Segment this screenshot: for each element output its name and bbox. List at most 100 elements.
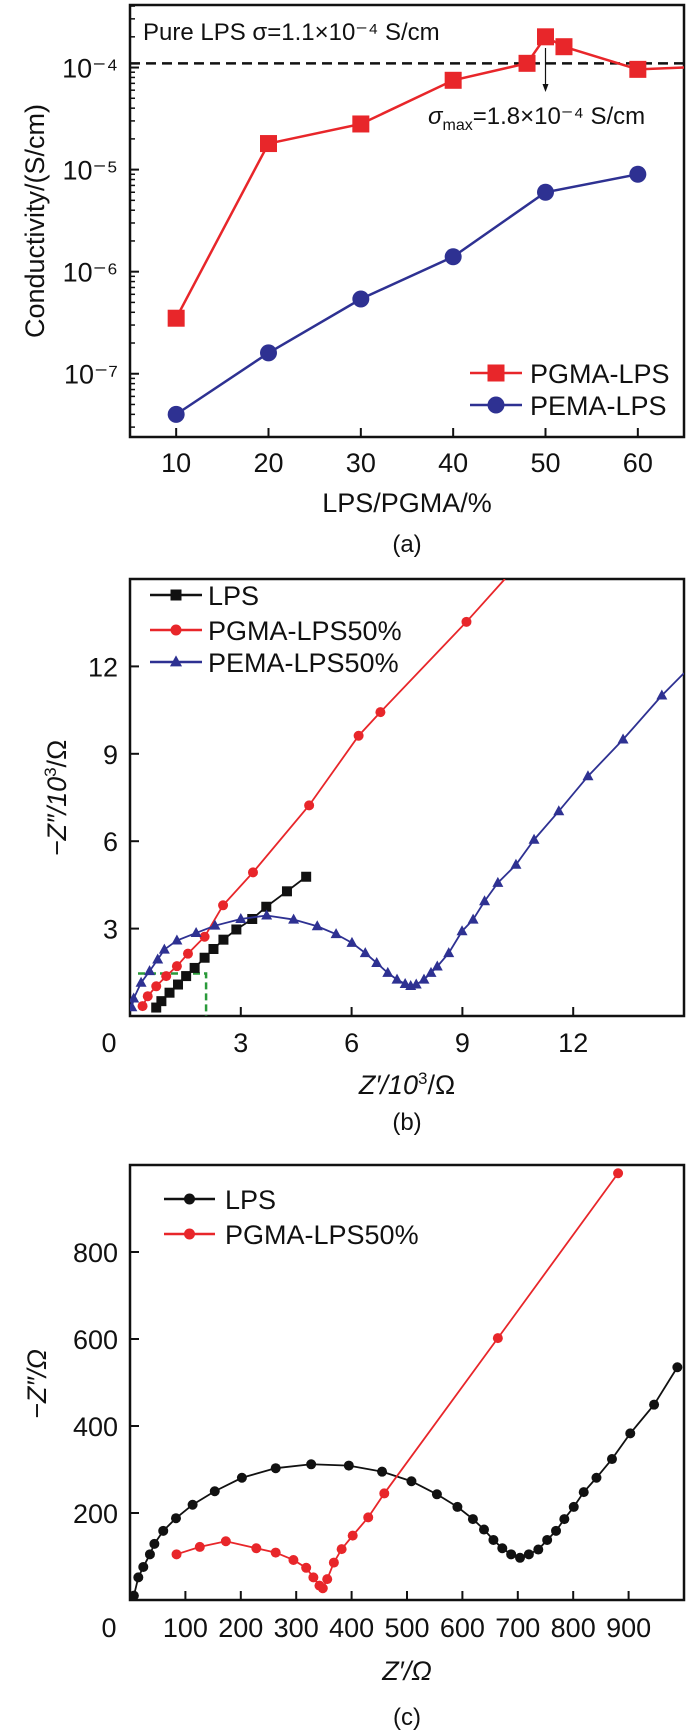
x-tick-label: 30	[346, 448, 376, 478]
data-point-pgma-lps	[444, 71, 462, 89]
x-tick-label: 40	[438, 448, 468, 478]
sigma-max-annotation: σmax=1.8×10⁻⁴ S/cm	[428, 103, 645, 134]
data-point-pema-lps50	[582, 770, 594, 781]
x-tick-label: 100	[163, 1613, 208, 1643]
data-point-pema-lps	[260, 344, 277, 362]
data-point-lps	[301, 871, 312, 882]
data-point-pgma-lps50	[182, 948, 193, 959]
sigma-subscript: max	[442, 117, 472, 134]
origin-tick-label: 0	[101, 1028, 116, 1058]
data-point-pgma-lps50	[270, 1547, 281, 1558]
series-line-pgma-lps	[175, 35, 684, 319]
data-point-pema-lps50	[330, 928, 342, 939]
data-point-lps	[247, 913, 258, 924]
data-point-pgma-lps50	[304, 800, 315, 811]
data-point-pgma-lps50	[328, 1557, 339, 1568]
panel-c-caption: (c)	[393, 1704, 421, 1731]
sigma-max-value: =1.8×10⁻⁴ S/cm	[473, 103, 645, 130]
data-point-pgma-lps50	[171, 961, 182, 972]
x-tick-label: 50	[530, 448, 560, 478]
panel-a-x-axis-label: LPS/PGMA/%	[322, 488, 492, 518]
data-point-pgma-lps50	[247, 867, 258, 878]
series-line-pema-lps50	[130, 672, 684, 1008]
data-point-pema-lps50	[130, 1001, 138, 1012]
data-point-lps	[625, 1428, 636, 1439]
origin-tick-label: 0	[101, 1613, 116, 1643]
x-tick-label: 60	[623, 448, 653, 478]
panel-b-impedance-chart: 3 6 9 12 3 6 9 12 0 LPS PGMA-LPS50%PEMA-LPS50%	[88, 577, 686, 1058]
data-point-lps	[542, 1534, 553, 1545]
sigma-max-arrow-head-icon	[542, 84, 549, 92]
data-point-pgma-lps50	[353, 730, 364, 741]
data-point-lps	[270, 1463, 281, 1474]
data-point-pgma-lps50	[161, 971, 172, 982]
data-point-pema-lps50	[152, 953, 164, 964]
data-point-lps	[406, 1476, 417, 1487]
data-point-lps	[187, 1499, 198, 1510]
data-point-pema-lps50	[144, 965, 156, 976]
panel-b-caption: (b)	[392, 1109, 421, 1136]
legend-marker-pgma-lps50	[184, 1228, 195, 1240]
series-line-pema-lps	[175, 173, 639, 416]
legend-marker-lps	[184, 1193, 195, 1205]
x-tick-label: 600	[440, 1613, 485, 1643]
x-tick-label: 20	[253, 448, 283, 478]
legend-label-pgma-lps: PGMA-LPS	[530, 359, 670, 389]
data-point-pgma-lps50	[137, 1001, 148, 1012]
legend-marker-pema-lps	[487, 396, 505, 414]
data-point-pema-lps50	[492, 876, 504, 887]
y-tick-label: 10⁻⁷	[64, 360, 118, 390]
data-point-pema-lps50	[553, 805, 565, 816]
data-point-lps	[497, 1543, 508, 1554]
data-point-pema-lps50	[346, 936, 358, 947]
data-point-pema-lps50	[371, 956, 383, 967]
data-point-lps	[173, 979, 184, 990]
y-tick-label: 6	[103, 827, 118, 857]
data-point-pema-lps	[444, 248, 462, 266]
data-point-lps	[506, 1549, 517, 1560]
data-point-pgma-lps	[260, 135, 277, 153]
data-point-pema-lps50	[431, 960, 443, 971]
data-point-pgma-lps50	[171, 1549, 182, 1560]
y-tick-label: 600	[73, 1325, 118, 1355]
data-point-pema-lps50	[479, 895, 491, 906]
x-tick-label: 6	[344, 1028, 359, 1058]
data-point-lps	[606, 1454, 617, 1465]
data-point-lps	[306, 1459, 317, 1470]
x-tick-label: 700	[495, 1613, 540, 1643]
legend-label-pgma-lps50: PGMA-LPS50%	[208, 616, 402, 646]
data-point-lps	[149, 1538, 160, 1549]
data-point-pgma-lps50	[492, 1333, 503, 1344]
plot-area	[130, 579, 684, 1016]
plot-frame	[128, 577, 686, 1018]
data-point-pema-lps	[167, 405, 185, 423]
data-point-pema-lps50	[656, 689, 668, 700]
data-point-pema-lps50	[425, 966, 437, 977]
data-point-pema-lps50	[443, 947, 455, 958]
data-point-lps	[209, 1486, 220, 1497]
data-point-pgma-lps	[629, 60, 647, 78]
legend-marker-pgma-lps	[487, 364, 505, 382]
data-point-lps	[208, 943, 219, 954]
data-point-lps	[591, 1472, 602, 1483]
x-tick-label: 200	[218, 1613, 263, 1643]
data-point-pema-lps50	[391, 973, 403, 984]
legend-marker-pema-lps50	[169, 655, 183, 667]
data-point-pgma-lps50	[347, 1530, 358, 1541]
x-tick-label: 3	[233, 1028, 248, 1058]
plot-area	[130, 1168, 683, 1600]
data-point-lps	[181, 971, 192, 982]
data-point-lps	[189, 962, 200, 973]
data-point-pgma-lps50	[288, 1554, 299, 1565]
data-point-lps	[164, 987, 175, 998]
panel-a-caption: (a)	[392, 531, 421, 558]
x-tick-label: 500	[384, 1613, 429, 1643]
data-point-lps	[488, 1534, 499, 1545]
data-point-pgma-lps50	[194, 1541, 205, 1552]
y-tick-label: 3	[103, 915, 118, 945]
panel-c-impedance-chart: 100 200 300 400 500 600 700 800 900 200 400 600 800 0…	[73, 1163, 686, 1643]
data-point-pgma-lps	[555, 38, 573, 56]
panel-c-x-axis-label: Z′/Ω	[381, 1656, 432, 1686]
data-point-lps	[559, 1514, 570, 1525]
